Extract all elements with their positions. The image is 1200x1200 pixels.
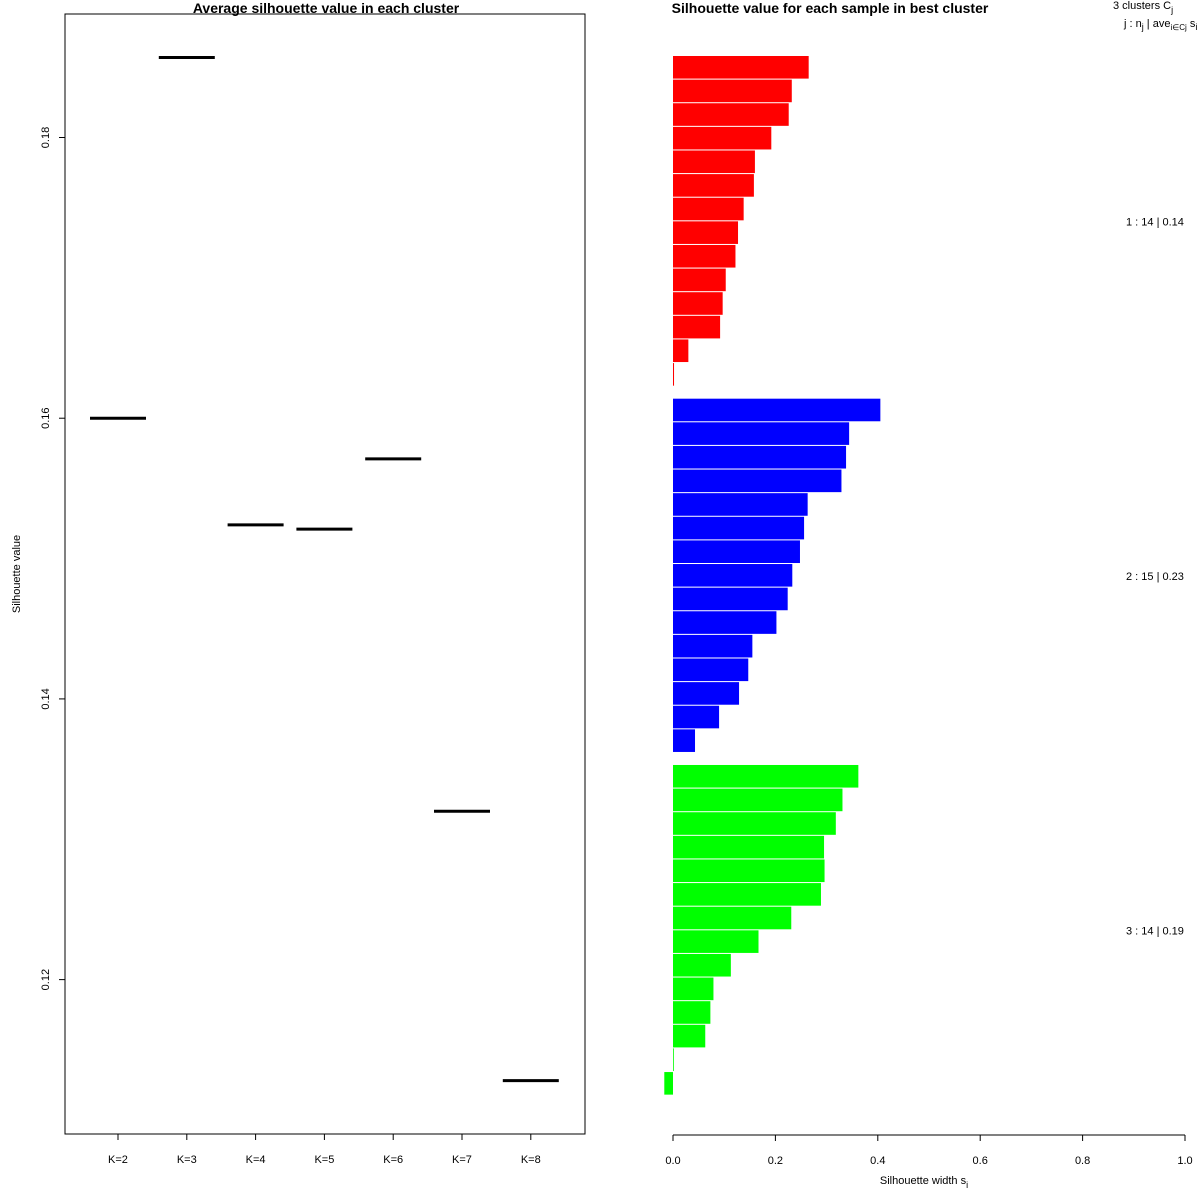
silhouette-bar bbox=[673, 953, 731, 977]
cluster-annotation: 3 : 14 | 0.19 bbox=[1126, 925, 1184, 937]
left-y-tick-label: 0.14 bbox=[40, 688, 52, 709]
silhouette-bar bbox=[673, 126, 772, 150]
silhouette-bar bbox=[673, 363, 675, 386]
silhouette-bar bbox=[673, 398, 881, 422]
silhouette-bar bbox=[673, 705, 720, 729]
right-bars bbox=[664, 56, 881, 1095]
right-x-tick-label: 0.0 bbox=[665, 1155, 680, 1167]
silhouette-bar bbox=[673, 883, 821, 906]
silhouette-bar bbox=[673, 197, 744, 221]
silhouette-bar bbox=[673, 469, 842, 493]
silhouette-bar bbox=[673, 906, 792, 930]
silhouette-bar bbox=[673, 79, 792, 103]
silhouette-bar bbox=[673, 764, 859, 788]
silhouette-bar bbox=[673, 611, 777, 634]
left-x-tick-label: K=4 bbox=[246, 1154, 266, 1166]
silhouette-bar bbox=[673, 788, 843, 812]
silhouette-bar bbox=[673, 658, 749, 682]
silhouette-bar bbox=[673, 315, 721, 339]
silhouette-bar bbox=[673, 103, 789, 126]
cluster-annotation: 2 : 15 | 0.23 bbox=[1126, 571, 1184, 583]
silhouette-bar bbox=[673, 56, 809, 79]
silhouette-bar bbox=[673, 1048, 674, 1072]
silhouette-bar bbox=[673, 682, 740, 705]
left-panel: Average silhouette value in each cluster… bbox=[11, 0, 586, 1166]
right-x-axis-label: Silhouette width si bbox=[880, 1175, 968, 1190]
cluster-annotations: 1 : 14 | 0.14 2 : 15 | 0.23 3 : 14 | 0.19 bbox=[1126, 216, 1184, 937]
cluster-header-line2: j : nj | avei∈Cj si bbox=[1123, 18, 1197, 32]
silhouette-bar bbox=[673, 339, 689, 363]
left-x-tick-label: K=7 bbox=[452, 1154, 472, 1166]
left-y-ticks: 0.12 0.14 0.16 0.18 bbox=[40, 127, 65, 990]
silhouette-bar bbox=[673, 729, 696, 752]
right-panel: Silhouette value for each sample in best… bbox=[664, 0, 1197, 1190]
silhouette-bar bbox=[673, 812, 836, 835]
right-x-tick-label: 0.6 bbox=[973, 1155, 988, 1167]
right-chart-title: Silhouette value for each sample in best… bbox=[672, 0, 989, 16]
silhouette-bar bbox=[673, 634, 753, 658]
silhouette-bar bbox=[673, 493, 808, 516]
silhouette-bar bbox=[673, 150, 755, 174]
right-x-tick-label: 1.0 bbox=[1177, 1155, 1192, 1167]
silhouette-bar bbox=[673, 977, 714, 1001]
left-chart-title: Average silhouette value in each cluster bbox=[193, 0, 460, 16]
silhouette-bar bbox=[673, 835, 825, 859]
silhouette-bar bbox=[664, 1072, 673, 1095]
silhouette-bar bbox=[673, 1024, 706, 1048]
silhouette-bar bbox=[673, 1001, 711, 1024]
silhouette-bar bbox=[673, 268, 726, 292]
silhouette-bar bbox=[673, 221, 739, 244]
left-y-axis-label: Silhouette value bbox=[11, 535, 23, 613]
right-x-tick-label: 0.8 bbox=[1075, 1155, 1090, 1167]
left-y-tick-label: 0.18 bbox=[40, 127, 52, 148]
right-x-ticks: 0.0 0.2 0.4 0.6 0.8 1.0 bbox=[665, 1135, 1193, 1167]
silhouette-bar bbox=[673, 564, 793, 587]
left-x-ticks: K=2 K=3 K=4 K=5 K=6 K=7 K=8 bbox=[108, 1134, 541, 1166]
silhouette-bar bbox=[673, 930, 759, 953]
silhouette-bar bbox=[673, 292, 723, 315]
silhouette-bar bbox=[673, 859, 825, 883]
left-x-tick-label: K=3 bbox=[177, 1154, 197, 1166]
silhouette-bar bbox=[673, 516, 805, 540]
silhouette-bar bbox=[673, 174, 754, 197]
left-marks bbox=[90, 56, 559, 1083]
silhouette-bar bbox=[673, 422, 850, 445]
cluster-annotation: 1 : 14 | 0.14 bbox=[1126, 216, 1184, 228]
silhouette-bar bbox=[673, 587, 788, 611]
silhouette-bar bbox=[673, 244, 736, 268]
silhouette-bar bbox=[673, 540, 800, 563]
cluster-header-line1: 3 clusters Cj bbox=[1113, 0, 1173, 15]
left-y-tick-label: 0.16 bbox=[40, 407, 52, 428]
left-x-tick-label: K=8 bbox=[521, 1154, 541, 1166]
left-y-tick-label: 0.12 bbox=[40, 969, 52, 990]
silhouette-bar bbox=[673, 445, 847, 469]
left-plot-frame bbox=[64, 13, 586, 1135]
right-x-tick-label: 0.4 bbox=[870, 1155, 885, 1167]
left-x-tick-label: K=5 bbox=[314, 1154, 334, 1166]
right-x-tick-label: 0.2 bbox=[768, 1155, 783, 1167]
left-x-tick-label: K=6 bbox=[383, 1154, 403, 1166]
left-x-tick-label: K=2 bbox=[108, 1154, 128, 1166]
